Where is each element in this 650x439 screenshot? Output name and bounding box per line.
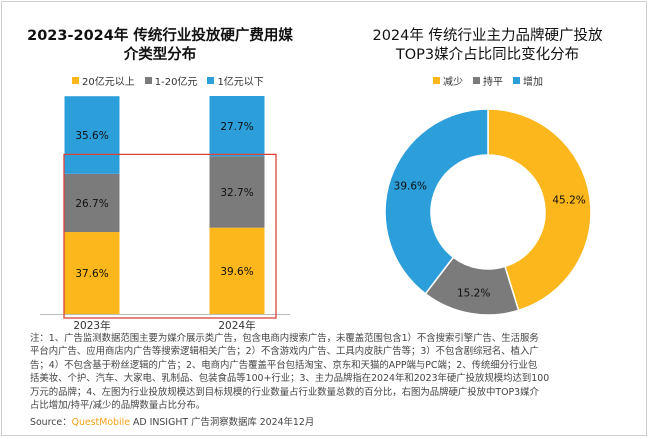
footnote-line: 括美妆、个护、汽车、大家电、乳制品、包装食品等100+行业；3、主力品牌指在20… (30, 373, 550, 385)
bar-segment-2024-0 (209, 227, 265, 314)
donut-slice-2 (384, 108, 489, 295)
source-brand: QuestMobile (71, 417, 130, 428)
legend-label-above-20yi: 20亿元以上 (82, 77, 135, 88)
donut-data-label: 15.2% (457, 288, 490, 300)
footnote-line: 占比增加/持平/减少的品牌数量占比分布。 (30, 400, 206, 412)
right-title-line-1: 2024年 传统行业主力品牌硬广投放 (372, 28, 603, 44)
legend-item-below-1yi: 1亿元以下 (207, 73, 264, 88)
footnote-line: 注：1、广告监测数据范围主要为媒介展示类广告，包含电商内搜索广告，未覆盖范围包含… (30, 333, 539, 344)
legend-label-1-20yi: 1-20亿元 (154, 77, 198, 88)
left-legend: 20亿元以上 1-20亿元 1亿元以下 (72, 73, 264, 88)
legend-label-decrease: 减少 (443, 77, 463, 88)
legend-item-above-20yi: 20亿元以上 (72, 73, 135, 88)
right-title-line-2: TOP3媒介占比同比变化分布 (395, 47, 580, 63)
legend-label-flat: 持平 (483, 77, 503, 88)
legend-item-flat: 持平 (473, 73, 503, 88)
footnote: 注：1、广告监测数据范围主要为媒介展示类广告，包含电商内搜索广告，未覆盖范围包含… (30, 332, 635, 412)
legend-swatch-decrease (433, 77, 440, 84)
legend-swatch-flat (473, 77, 480, 84)
source-rest: AD INSIGHT 广告洞察数据库 2024年12月 (129, 417, 315, 428)
source-prefix: Source： (30, 417, 72, 428)
bar-segment-2023-2 (64, 96, 120, 174)
donut-slice-0 (487, 108, 592, 312)
legend-label-increase: 增加 (523, 77, 543, 88)
bar-data-label: 26.7% (75, 198, 108, 210)
bar-segment-2023-1 (64, 173, 120, 233)
footnote-line: 万元的品牌；4、左图为行业投放规模达到目标规模的行业数量占行业数量总数的百分比，… (30, 386, 539, 398)
footnote-line: 平台内广告、应用商店内广告等搜索逻辑相关广告；2）不含游戏内广告、工具内皮肤广告… (30, 346, 539, 358)
legend-label-below-1yi: 1亿元以下 (217, 77, 264, 88)
donut-data-label: 39.6% (394, 181, 427, 193)
legend-item-1-20yi: 1-20亿元 (144, 73, 198, 88)
x-tick-label: 2024年 (218, 319, 255, 332)
bar-data-label: 35.6% (75, 130, 108, 142)
legend-swatch-below-1yi (207, 77, 215, 84)
bar-segment-2024-2 (209, 96, 265, 157)
legend-item-decrease: 减少 (433, 73, 463, 88)
left-chart-title: 2023-2024年 传统行业投放硬广费用媒 介类型分布 (20, 27, 300, 65)
donut-data-label: 45.2% (552, 195, 585, 207)
legend-swatch-above-20yi (72, 77, 79, 84)
legend-swatch-increase (513, 77, 520, 84)
source-line: Source：QuestMobile AD INSIGHT 广告洞察数据库 20… (30, 414, 314, 428)
bar-data-label: 32.7% (220, 187, 253, 199)
bar-data-label: 37.6% (75, 268, 108, 280)
footnote-line: 告；4）不包含基于粉丝逻辑的广告；2、电商内广告覆盖平台包括淘宝、京东和天猫的A… (30, 359, 538, 371)
right-legend: 减少 持平 增加 (433, 73, 543, 88)
bar-segment-2024-1 (209, 156, 265, 228)
right-chart-title: 2024年 传统行业主力品牌硬广投放 TOP3媒介占比同比变化分布 (345, 27, 630, 65)
bar-segment-2023-0 (64, 232, 120, 314)
bar-data-label: 27.7% (220, 121, 253, 133)
legend-item-increase: 增加 (513, 73, 543, 88)
bar-data-label: 39.6% (220, 266, 253, 278)
left-title-line-1: 2023-2024年 传统行业投放硬广费用媒 (27, 28, 293, 44)
x-tick-label: 2023年 (73, 319, 110, 332)
highlight-box (63, 153, 277, 319)
legend-swatch-1-20yi (144, 77, 152, 84)
left-title-line-2: 介类型分布 (123, 47, 197, 63)
